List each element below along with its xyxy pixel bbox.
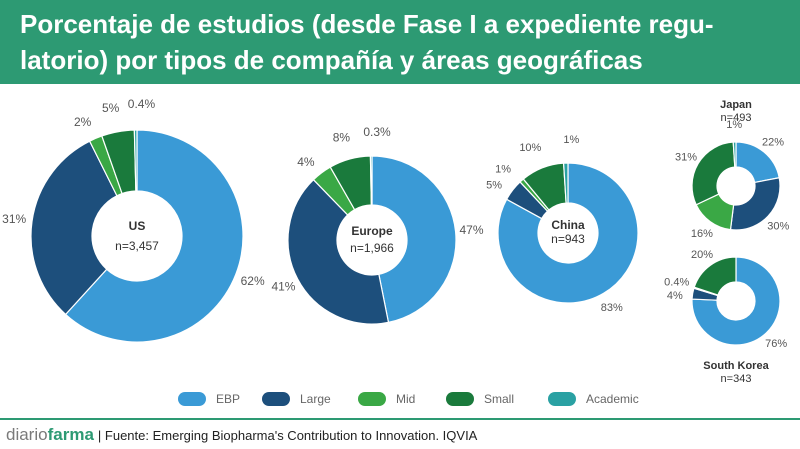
data-label-us-small: 5%: [102, 101, 120, 115]
data-label-us-large: 31%: [2, 212, 26, 226]
data-label-south-korea-ebp: 76%: [765, 338, 787, 350]
source-text: | Fuente: Emerging Biopharma's Contribut…: [97, 428, 478, 443]
slice-japan-small: [691, 141, 736, 206]
data-label-south-korea-large: 4%: [667, 290, 683, 302]
chart-title: Porcentaje de estudios (desde Fase I a e…: [20, 6, 790, 78]
chart-n-us: n=3,457: [115, 239, 159, 253]
slice-us-academic: [133, 129, 138, 192]
footer: diario farma | Fuente: Emerging Biopharma…: [6, 425, 477, 447]
brand-logo-part2: farma: [47, 425, 94, 444]
chart-n-south-korea: n=343: [721, 373, 752, 385]
chart-n-japan: n=493: [721, 112, 752, 124]
data-label-china-large: 5%: [486, 179, 502, 191]
slice-japan-large: [729, 177, 781, 231]
data-label-us-mid: 2%: [74, 115, 92, 129]
donut-charts: 62% 31% 2% 5% 0.4% US n=3,457 47% 41% 4% 8% 0.3% Eur…: [2, 97, 789, 385]
data-label-europe-ebp: 47%: [459, 223, 483, 237]
legend-label-academic: Academic: [586, 392, 639, 406]
header-banner: Porcentaje de estudios (desde Fase I a e…: [0, 0, 800, 84]
legend-item-small: Small: [446, 388, 514, 410]
slice-south-korea-ebp: [691, 256, 781, 346]
legend-swatch-large: [262, 392, 290, 406]
data-label-japan-large: 30%: [767, 221, 789, 233]
slice-us-large: [30, 140, 118, 316]
legend-swatch-mid: [358, 392, 386, 406]
legend-item-ebp: EBP: [178, 388, 240, 410]
data-label-us-academic: 0.4%: [128, 97, 156, 111]
chart-name-south-korea: South Korea: [703, 360, 769, 372]
data-label-china-small: 10%: [519, 142, 541, 154]
slice-japan-academic: [732, 141, 737, 168]
legend-swatch-ebp: [178, 392, 206, 406]
footer-divider: [0, 418, 800, 420]
data-label-japan-mid: 16%: [691, 228, 713, 240]
slice-china-academic: [562, 162, 569, 204]
legend: EBP Large Mid Small Academic: [0, 388, 800, 410]
chart-name-japan: Japan: [720, 99, 752, 111]
data-label-japan-academic: 1%: [726, 119, 742, 131]
data-label-japan-ebp: 22%: [762, 136, 784, 148]
chart-name-us: US: [129, 219, 146, 233]
legend-item-large: Large: [262, 388, 331, 410]
title-line-1: Porcentaje de estudios (desde Fase I a e…: [20, 9, 714, 39]
legend-swatch-small: [446, 392, 474, 406]
chart-n-china: n=943: [551, 232, 585, 246]
slice-china-ebp: [497, 162, 639, 304]
data-label-china-ebp: 83%: [601, 302, 623, 314]
donut-us: 62% 31% 2% 5% 0.4% US n=3,457: [2, 97, 265, 343]
chart-n-europe: n=1,966: [350, 241, 394, 255]
slice-europe-academic: [369, 155, 373, 206]
chart-name-europe: Europe: [351, 224, 393, 238]
legend-label-ebp: EBP: [216, 392, 241, 406]
slice-europe-ebp: [371, 155, 457, 324]
legend-item-mid: Mid: [358, 388, 415, 410]
donut-europe: 47% 41% 4% 8% 0.3% Europe n=1,966: [271, 125, 484, 325]
data-label-us-ebp: 62%: [241, 274, 265, 288]
legend-label-large: Large: [300, 392, 331, 406]
legend-label-mid: Mid: [396, 392, 416, 406]
title-line-2: latorio) por tipos de compañía y áreas g…: [20, 45, 643, 75]
legend-swatch-academic: [548, 392, 576, 406]
data-label-europe-small: 8%: [333, 131, 351, 145]
legend-label-small: Small: [484, 392, 515, 406]
data-label-europe-academic: 0.3%: [363, 125, 391, 139]
legend-item-academic: Academic: [548, 388, 639, 410]
brand-logo-part1: diario: [6, 425, 48, 444]
slice-europe-large: [287, 178, 390, 325]
data-label-japan-small: 31%: [675, 151, 697, 163]
slice-us-ebp: [64, 129, 244, 343]
chart-name-china: China: [551, 218, 585, 232]
data-label-europe-large: 41%: [271, 280, 295, 294]
data-label-south-korea-small: 20%: [691, 249, 713, 261]
slice-south-korea-small: [693, 256, 737, 296]
data-label-china-academic: 1%: [563, 134, 579, 146]
data-label-europe-mid: 4%: [297, 155, 315, 169]
data-label-china-mid: 1%: [495, 163, 511, 175]
data-label-south-korea-mid: 0.4%: [664, 276, 689, 288]
